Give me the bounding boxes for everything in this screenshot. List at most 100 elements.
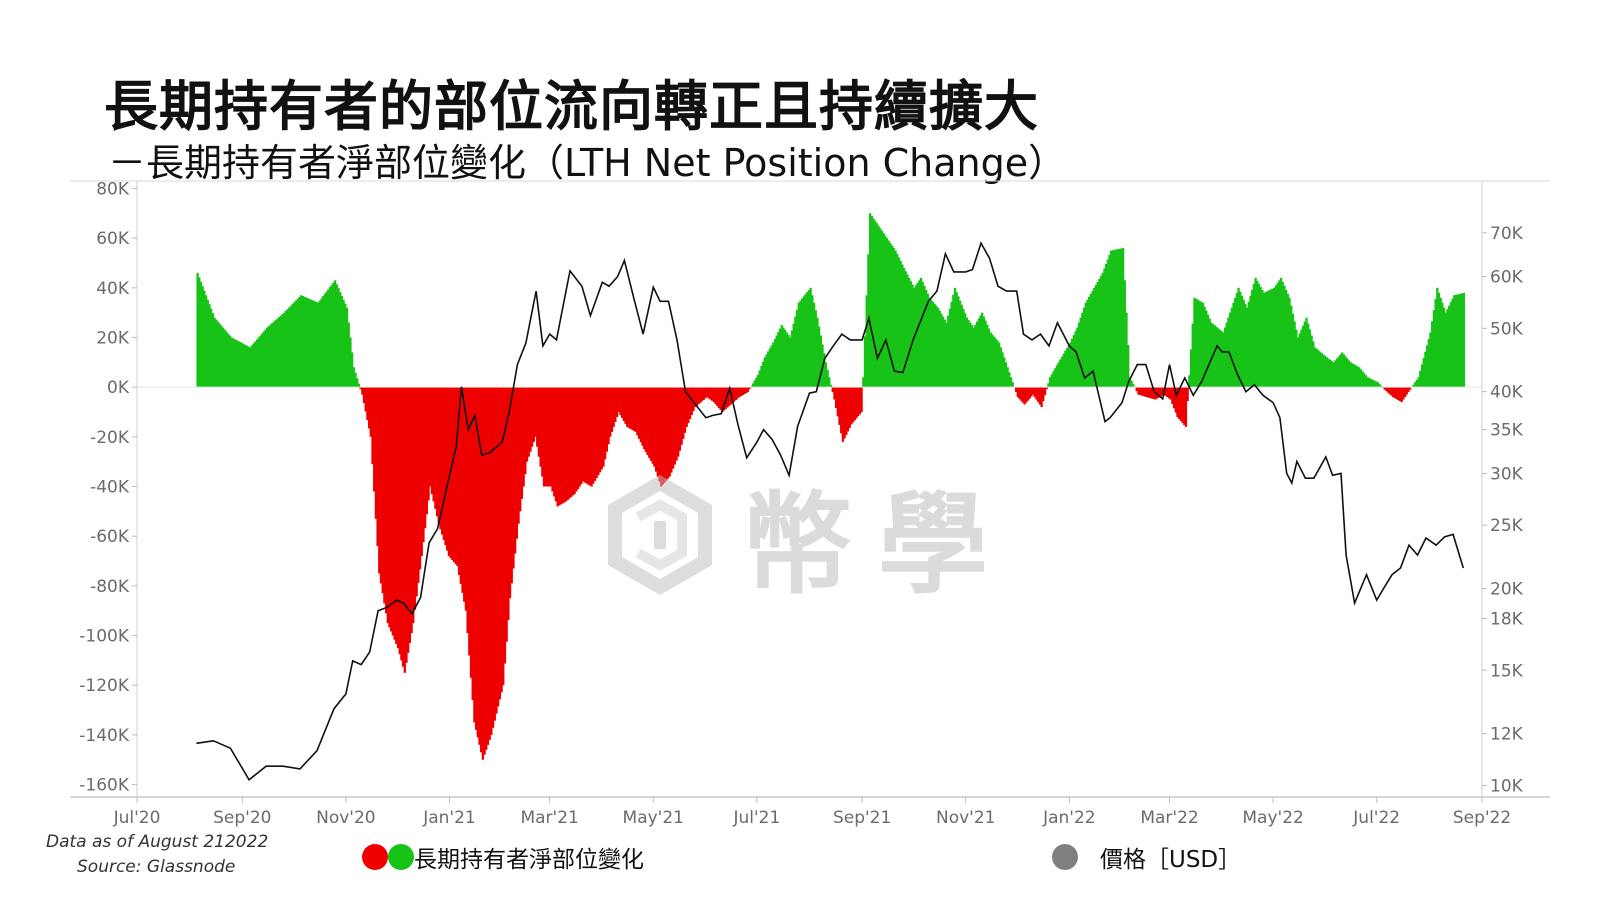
net-position-bar-positive — [1048, 377, 1052, 388]
net-position-bar-positive — [311, 300, 315, 388]
net-position-bar-positive — [1057, 362, 1060, 388]
net-position-bar-positive — [792, 323, 795, 388]
net-position-bar-positive — [1419, 370, 1422, 388]
net-position-bar-negative — [510, 387, 513, 584]
net-position-bar-positive — [1240, 295, 1244, 388]
net-position-bar-negative — [643, 387, 646, 450]
net-position-bar-negative — [700, 387, 704, 402]
net-position-bar-positive — [1127, 344, 1130, 388]
net-position-bar-positive — [349, 337, 352, 388]
net-position-bar-positive — [215, 319, 218, 388]
net-position-bar-positive — [1188, 375, 1191, 388]
net-position-bar-positive — [1218, 329, 1222, 388]
net-position-bar-negative — [840, 387, 843, 434]
net-position-bar-negative — [1176, 387, 1179, 417]
net-position-bar-positive — [1096, 281, 1099, 388]
net-position-bar-negative — [498, 387, 502, 700]
net-position-bar-positive — [782, 327, 785, 388]
net-position-bar-negative — [682, 387, 685, 439]
net-position-bar-negative — [602, 387, 605, 467]
net-position-bar-negative — [563, 387, 566, 503]
left-tick-label: 0K — [107, 378, 130, 398]
net-position-bar-positive — [339, 292, 342, 388]
net-position-bar-negative — [474, 387, 478, 730]
net-position-bar-positive — [238, 342, 242, 388]
net-position-bar-negative — [656, 387, 659, 477]
net-position-bar-negative — [364, 387, 367, 412]
net-position-bar-positive — [1305, 317, 1308, 388]
net-position-bar-positive — [862, 377, 865, 388]
net-position-bar-positive — [989, 332, 992, 388]
net-position-bar-positive — [252, 343, 255, 388]
net-position-bar-positive — [1101, 272, 1104, 388]
net-position-bar-positive — [1094, 284, 1098, 388]
net-position-bar-positive — [345, 307, 349, 388]
net-position-bar-negative — [846, 387, 850, 432]
net-position-bar-positive — [196, 272, 199, 388]
net-position-bar-positive — [257, 337, 260, 388]
net-position-bar-negative — [614, 387, 617, 422]
net-position-bar-negative — [371, 387, 374, 465]
net-position-bar-positive — [1439, 297, 1442, 388]
net-position-bar-negative — [500, 387, 503, 693]
net-position-bar-positive — [1293, 321, 1296, 388]
net-position-bar-positive — [210, 308, 213, 388]
net-position-bar-negative — [699, 387, 702, 403]
net-position-bar-positive — [916, 282, 919, 388]
net-position-bar-negative — [860, 387, 863, 412]
net-position-bar-negative — [1150, 387, 1154, 399]
net-position-bar-positive — [233, 339, 237, 388]
net-position-bar-negative — [366, 387, 369, 420]
net-position-bar-positive — [1249, 295, 1252, 388]
net-position-bar-positive — [809, 287, 812, 388]
net-position-bar-positive — [936, 307, 940, 388]
net-position-bar-positive — [817, 326, 821, 388]
net-position-bar-negative — [592, 387, 595, 484]
net-position-bar-positive — [1425, 345, 1429, 388]
net-position-bar-negative — [485, 387, 488, 750]
net-position-bar-positive — [218, 323, 221, 388]
net-position-bar-negative — [388, 387, 391, 628]
net-position-bar-positive — [926, 293, 929, 388]
net-position-bar-negative — [705, 387, 709, 398]
net-position-bar-negative — [422, 387, 425, 543]
net-position-bar-negative — [1138, 387, 1142, 396]
net-position-bar-positive — [1307, 323, 1310, 388]
net-position-bar-positive — [1303, 321, 1306, 388]
net-position-bar-negative — [517, 387, 520, 524]
net-position-bar-negative — [437, 387, 440, 524]
net-position-bar-positive — [879, 228, 882, 388]
net-position-bar-positive — [1088, 296, 1091, 388]
net-position-bar-positive — [1259, 286, 1262, 388]
net-position-bar-positive — [288, 307, 291, 388]
source-note: Source: Glassnode — [77, 857, 236, 877]
net-position-bar-positive — [943, 319, 946, 388]
right-tick-label: 40K — [1490, 383, 1524, 403]
net-position-bar-positive — [819, 335, 822, 388]
net-position-bar-positive — [902, 267, 906, 388]
net-position-bar-positive — [317, 302, 320, 388]
net-position-bar-positive — [874, 220, 877, 388]
net-position-bar-positive — [1003, 357, 1006, 388]
net-position-bar-positive — [1371, 379, 1374, 388]
net-position-bar-negative — [463, 387, 466, 602]
net-position-bar-positive — [1412, 384, 1415, 388]
net-position-bar-negative — [1030, 387, 1033, 397]
net-position-bar-positive — [948, 308, 952, 388]
x-tick-label: Nov'21 — [936, 808, 995, 828]
net-position-bar-positive — [1335, 358, 1339, 388]
net-position-bar-positive — [914, 285, 918, 388]
net-position-bar-negative — [690, 387, 693, 415]
net-position-bar-positive — [305, 297, 308, 388]
net-position-bar-positive — [276, 318, 279, 388]
net-position-bar-positive — [955, 292, 958, 388]
net-position-bar-positive — [1459, 293, 1463, 388]
net-position-bar-positive — [899, 260, 902, 388]
net-position-bar-negative — [629, 387, 632, 429]
net-position-bar-positive — [1341, 352, 1344, 388]
net-position-bar-positive — [957, 296, 960, 388]
net-position-bar-positive — [1344, 356, 1347, 388]
net-position-bar-positive — [1463, 292, 1466, 388]
net-position-bar-negative — [707, 387, 710, 399]
net-position-bar-positive — [301, 296, 305, 388]
